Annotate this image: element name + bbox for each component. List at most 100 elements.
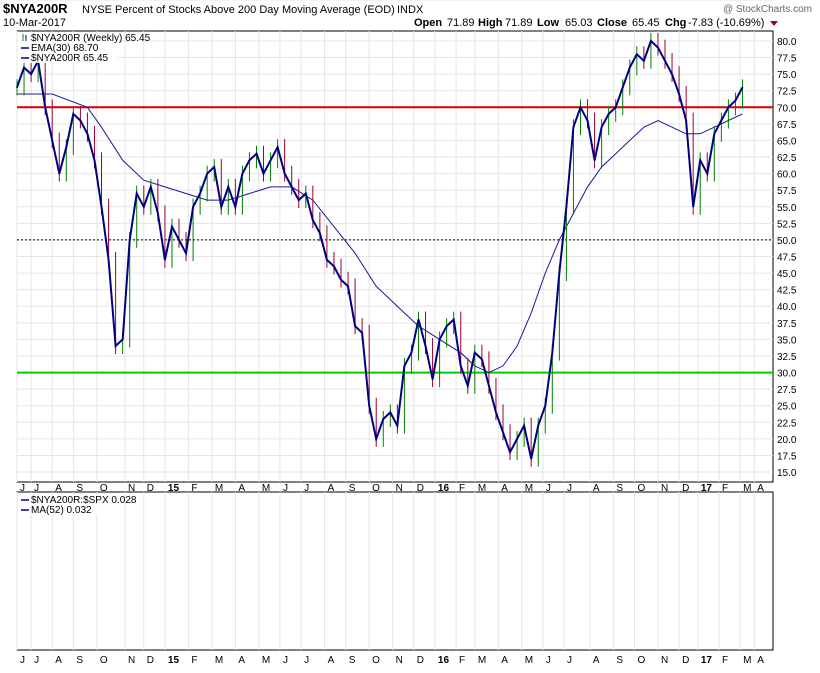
upper-x-tick-label: N — [128, 483, 135, 494]
price-point — [255, 152, 258, 155]
upper-grid — [16, 31, 773, 482]
upper-y-tick-label: 80.0 — [777, 37, 797, 48]
price-point — [530, 457, 532, 460]
price-point — [488, 385, 490, 387]
lower-x-tick-label: 16 — [438, 655, 450, 666]
lower-x-tick-label: F — [722, 655, 728, 666]
lower-x-tick-label: D — [147, 655, 154, 666]
price-point — [93, 159, 96, 162]
price-point — [699, 159, 702, 162]
price-series — [16, 32, 744, 467]
price-point — [544, 404, 547, 407]
price-point — [565, 205, 568, 208]
legend-bg — [18, 53, 118, 63]
upper-y-tick-label: 75.0 — [777, 70, 797, 81]
price-point — [607, 113, 610, 115]
upper-x-tick-label: A — [328, 483, 335, 494]
price-point — [403, 365, 406, 367]
chart-date: 10-Mar-2017 — [3, 17, 66, 29]
upper-x-axis: J J A S O N D 15 F M A M J J A S O N D 16 F M A M J J A S O N D 17 F M A — [20, 483, 764, 494]
lower-y-tick-label: 0.015 — [777, 0, 802, 3]
price-point — [72, 113, 75, 115]
lower-x-axis: J J A S O N D 15 F M A M J J A S O N D 16 F M A M J J A S O N D 17 F M A — [20, 655, 764, 666]
price-point — [741, 86, 744, 89]
price-point — [65, 146, 68, 148]
upper-y-tick-label: 52.5 — [777, 219, 797, 230]
upper-y-tick-label: 50.0 — [777, 236, 797, 247]
price-point — [445, 325, 448, 327]
price-point — [312, 219, 314, 221]
upper-x-tick-label: S — [616, 483, 623, 494]
upper-y-tick-label: 42.5 — [777, 286, 797, 297]
price-point — [516, 438, 518, 440]
lower-x-tick-label: 17 — [701, 655, 713, 666]
upper-y-tick-label: 70.0 — [777, 103, 797, 114]
upper-x-tick-label: A — [55, 483, 62, 494]
chart-exchange: INDX — [397, 4, 424, 16]
price-point — [375, 438, 378, 440]
price-point — [389, 411, 392, 414]
price-point — [23, 66, 25, 69]
price-point — [452, 318, 455, 321]
price-point — [537, 424, 540, 427]
upper-x-tick-label: J — [304, 483, 309, 494]
lower-panel-frame — [16, 491, 774, 651]
upper-y-tick-label: 15.0 — [777, 468, 797, 479]
price-point — [614, 106, 617, 109]
upper-x-tick-label: A — [501, 483, 508, 494]
price-point — [44, 106, 46, 109]
lower-x-tick-label: J — [567, 655, 572, 666]
price-point — [720, 119, 723, 122]
lower-y-axis: 0.0100.0150.0200.0250.0300.0350.040 — [777, 0, 802, 3]
lower-y-tick-label: 0.020 — [777, 0, 802, 3]
price-point — [192, 205, 194, 208]
upper-y-tick-label: 37.5 — [777, 319, 797, 330]
price-point — [523, 424, 525, 427]
price-point — [150, 186, 152, 188]
upper-x-tick-label: M — [215, 483, 223, 494]
lower-x-tick-label: A — [757, 655, 764, 666]
price-point — [643, 60, 645, 62]
open-label: Open — [414, 17, 442, 29]
upper-x-tick-label: 15 — [168, 483, 180, 494]
price-point — [276, 146, 279, 148]
lower-x-tick-label: O — [637, 655, 645, 666]
chg-value: -7.83 (-10.69%) — [688, 17, 764, 29]
price-point — [269, 159, 272, 162]
price-point — [551, 351, 554, 354]
lower-y-tick-label: 0.035 — [777, 0, 802, 3]
price-point — [220, 205, 223, 208]
upper-x-tick-label: M — [262, 483, 270, 494]
lower-x-tick-label: D — [682, 655, 689, 666]
lower-x-tick-label: N — [396, 655, 403, 666]
upper-x-tick-label: D — [682, 483, 689, 494]
upper-y-tick-label: 40.0 — [777, 302, 797, 313]
price-point — [417, 318, 420, 321]
price-point — [51, 139, 54, 142]
price-point — [474, 351, 476, 354]
price-point — [361, 331, 363, 334]
upper-x-tick-label: F — [459, 483, 465, 494]
price-point — [685, 119, 687, 122]
price-point — [326, 259, 328, 261]
lower-x-tick-label: N — [128, 655, 135, 666]
chart-symbol: $NYA200R — [3, 1, 68, 16]
price-point — [459, 365, 462, 367]
upper-x-tick-label: N — [396, 483, 403, 494]
lower-x-tick-label: J — [20, 655, 25, 666]
price-point — [262, 172, 265, 175]
lower-x-tick-label: F — [191, 655, 197, 666]
lower-x-tick-label: F — [459, 655, 465, 666]
low-label: Low — [537, 17, 559, 29]
high-value: 71.89 — [505, 17, 533, 29]
high-label: High — [478, 17, 503, 29]
chg-label: Chg — [665, 17, 686, 29]
down-triangle-icon — [770, 21, 778, 26]
price-point — [178, 239, 180, 241]
lower-x-tick-label: M — [262, 655, 270, 666]
price-point — [58, 172, 61, 175]
upper-x-tick-label: A — [757, 483, 764, 494]
price-point — [248, 159, 251, 162]
